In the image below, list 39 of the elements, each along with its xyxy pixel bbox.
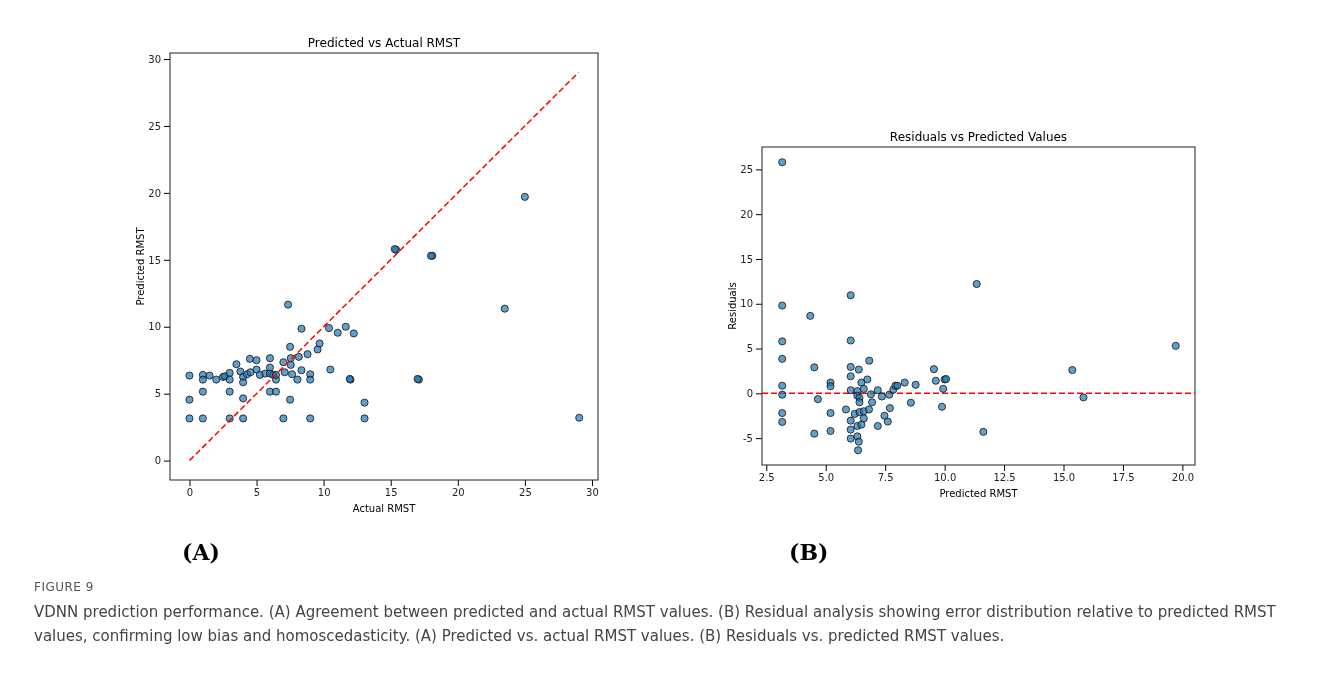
x-tick-label: 5: [253, 487, 261, 499]
text: (A): [182, 539, 220, 565]
y-tick-label: 15: [740, 253, 753, 265]
y-tick-label: 10: [148, 321, 161, 333]
y-tick-label: 5: [746, 343, 753, 355]
chart-title: Residuals vs Predicted Values: [889, 130, 1068, 144]
y-tick-label: 15: [148, 254, 161, 266]
x-tick-label: 30: [586, 487, 599, 499]
x-tick-label: 20: [451, 487, 465, 499]
x-tick-label: 10.0: [933, 472, 957, 484]
y-tick-label: 20: [148, 187, 161, 199]
x-tick-label: 12.5: [993, 472, 1016, 484]
x-tick-label: 20.0: [1171, 472, 1195, 484]
text: (B): [789, 539, 829, 565]
y-tick-label: 10: [740, 298, 753, 310]
y-tick-label: -5: [743, 432, 753, 444]
x-tick-label: 15: [384, 487, 398, 499]
caption: FIGURE 9: [34, 580, 95, 594]
x-tick-label: 0: [186, 487, 194, 499]
x-axis-title: Actual RMST: [352, 503, 417, 514]
x-tick-label: 25: [519, 487, 532, 499]
chart-title: Predicted vs Actual RMST: [307, 36, 461, 50]
x-tick-label: 15.0: [1052, 472, 1076, 484]
x-tick-label: 17.5: [1112, 472, 1135, 484]
y-tick-label: 5: [154, 388, 161, 400]
y-tick-label: 0: [746, 388, 753, 400]
x-tick-label: 2.5: [758, 472, 775, 484]
x-tick-label: 10: [317, 487, 331, 499]
x-tick-label: 5.0: [818, 472, 835, 484]
y-tick-label: 25: [148, 120, 161, 132]
y-axis-title: Predicted RMST: [135, 226, 146, 306]
text: VDNN prediction performance. (A) Agreement between predicted and actual RMST values. (B) Residual analysis showing error distribution relative to predicted RMST values, confirming low bias and homoscedasticity. (A) Predicted vs. actual RMST values. (B) Residuals vs. predicted RMST values.: [34, 602, 1277, 647]
x-tick-label: 7.5: [877, 472, 894, 484]
x-axis-title: Predicted RMST: [939, 488, 1019, 499]
y-tick-label: 0: [154, 455, 161, 467]
y-tick-label: 20: [740, 208, 753, 220]
y-tick-label: 30: [148, 53, 161, 65]
y-tick-label: 25: [740, 164, 753, 176]
y-axis-title: Residuals: [727, 282, 738, 330]
